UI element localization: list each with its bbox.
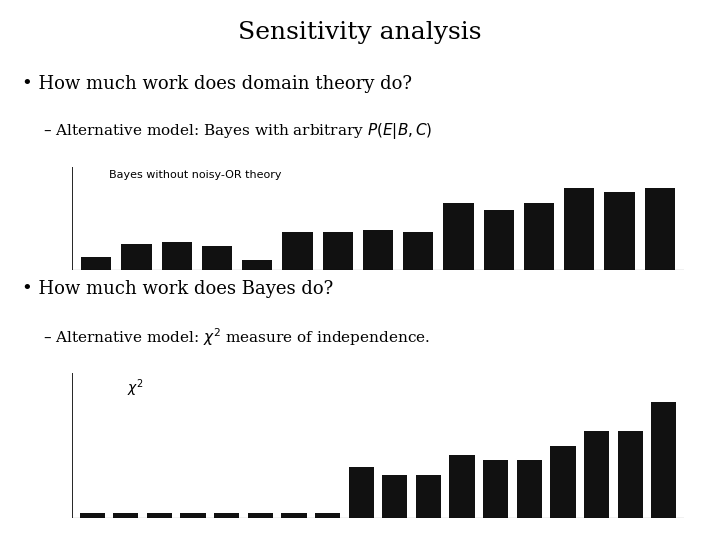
Bar xyxy=(449,455,474,518)
Bar xyxy=(282,513,307,518)
Bar xyxy=(161,242,192,270)
Bar xyxy=(242,260,272,270)
Bar xyxy=(282,232,312,270)
Bar xyxy=(382,475,408,518)
Bar xyxy=(403,232,433,270)
Text: Bayes without noisy-OR theory: Bayes without noisy-OR theory xyxy=(109,171,282,180)
Bar xyxy=(564,188,595,270)
Bar xyxy=(618,431,643,518)
Bar xyxy=(315,513,340,518)
Bar xyxy=(122,244,151,270)
Bar xyxy=(363,230,393,270)
Bar xyxy=(81,257,112,270)
Bar xyxy=(113,513,138,518)
Text: – Alternative model: Bayes with arbitrary $P(E|B,C)$: – Alternative model: Bayes with arbitrar… xyxy=(43,121,433,141)
Bar xyxy=(584,431,609,518)
Bar xyxy=(517,460,542,518)
Text: – Alternative model: $\chi^2$ measure of independence.: – Alternative model: $\chi^2$ measure of… xyxy=(43,326,431,348)
Bar xyxy=(524,204,554,270)
Text: Sensitivity analysis: Sensitivity analysis xyxy=(238,21,482,44)
Bar xyxy=(181,513,206,518)
Bar xyxy=(348,467,374,518)
Bar xyxy=(483,460,508,518)
Bar xyxy=(248,513,273,518)
Bar xyxy=(605,192,634,270)
Bar xyxy=(651,402,676,518)
Text: $\chi^2$: $\chi^2$ xyxy=(127,377,144,399)
Bar xyxy=(550,446,575,518)
Bar xyxy=(323,232,353,270)
Text: • How much work does domain theory do?: • How much work does domain theory do? xyxy=(22,75,412,92)
Bar xyxy=(214,513,239,518)
Bar xyxy=(444,204,474,270)
Bar xyxy=(202,246,232,270)
Bar xyxy=(147,513,172,518)
Bar xyxy=(416,475,441,518)
Text: • How much work does Bayes do?: • How much work does Bayes do? xyxy=(22,280,333,298)
Bar xyxy=(80,513,105,518)
Bar xyxy=(644,188,675,270)
Bar xyxy=(484,210,514,270)
